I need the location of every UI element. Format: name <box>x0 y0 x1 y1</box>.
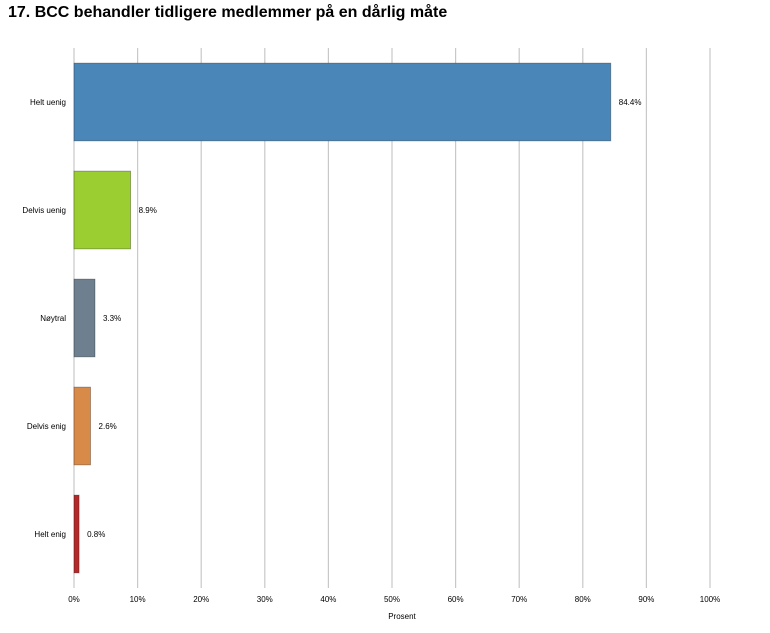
x-axis-title: Prosent <box>388 612 416 621</box>
x-tick-label: 10% <box>130 595 146 604</box>
category-label: Delvis enig <box>27 422 66 431</box>
bar <box>73 494 80 574</box>
x-tick-label: 30% <box>257 595 273 604</box>
category-label: Nøytral <box>40 314 66 323</box>
x-tick-label: 70% <box>511 595 527 604</box>
value-label: 84.4% <box>619 98 642 107</box>
value-label: 2.6% <box>99 422 117 431</box>
bars <box>73 62 612 574</box>
category-label: Helt uenig <box>30 98 66 107</box>
category-label: Delvis uenig <box>22 206 66 215</box>
x-tick-label: 20% <box>193 595 209 604</box>
labels: 0% 10% 20% 30% 40% 50% 60% 70% 80% 90% 100% Helt ue… <box>22 98 720 604</box>
x-tick-label: 90% <box>638 595 654 604</box>
x-tick-label: 0% <box>68 595 80 604</box>
bar <box>73 386 91 466</box>
x-tick-label: 100% <box>700 595 720 604</box>
bar <box>73 170 132 250</box>
x-tick-label: 40% <box>320 595 336 604</box>
x-tick-label: 80% <box>575 595 591 604</box>
value-label: 0.8% <box>87 530 105 539</box>
chart-title: 17. BCC behandler tidligere medlemmer på… <box>8 4 448 21</box>
bar <box>73 62 612 142</box>
value-label: 3.3% <box>103 314 121 323</box>
x-tick-label: 60% <box>448 595 464 604</box>
x-tick-label: 50% <box>384 595 400 604</box>
category-label: Helt enig <box>34 530 66 539</box>
bar <box>73 278 96 358</box>
value-label: 8.9% <box>139 206 157 215</box>
